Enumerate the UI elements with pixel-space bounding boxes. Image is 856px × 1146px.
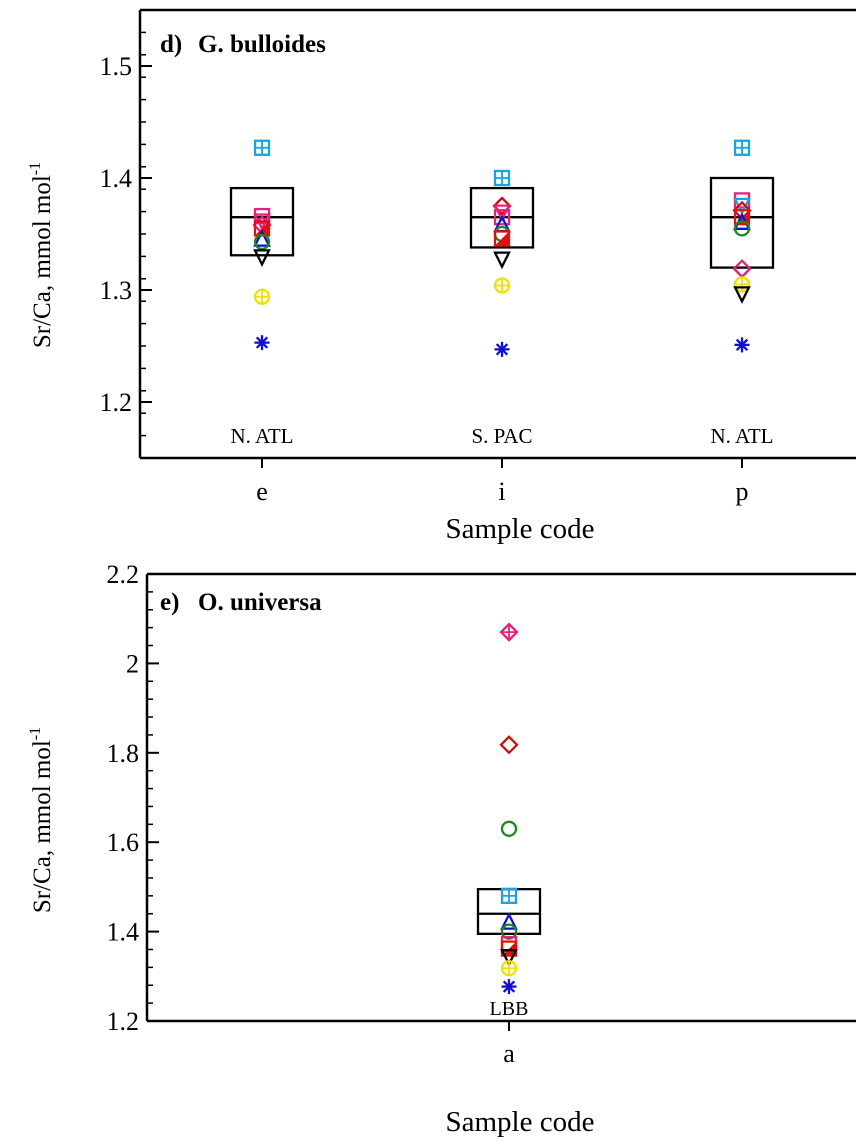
marker-squareplus — [253, 139, 271, 156]
y-tick-label: 1.8 — [107, 739, 140, 768]
marker-asterisk — [501, 979, 517, 995]
marker-diamond — [492, 196, 512, 216]
panel-label: d) — [160, 31, 182, 58]
marker-fill — [255, 221, 269, 236]
marker-triangle-down — [500, 949, 518, 967]
marker-shape — [733, 286, 751, 304]
y-tick-label: 1.4 — [107, 918, 140, 947]
marker-spoke — [735, 338, 749, 351]
summary-box — [709, 176, 775, 269]
marker-squareplus — [500, 887, 518, 904]
marker-circleplus — [493, 277, 511, 294]
marker-triangle-up — [253, 229, 271, 247]
y-axis-ticks: 1.2 1.3 1.4 1.5 — [100, 9, 152, 459]
y-axis-ticks: 1.2 1.4 1.6 1.8 2 2.2 — [107, 560, 159, 1036]
marker-shape — [500, 820, 518, 837]
marker-shape — [253, 233, 271, 250]
x-tick-label: p — [736, 477, 749, 506]
y-tick-label: 1.2 — [100, 388, 133, 417]
marker-diamond — [499, 735, 519, 755]
plot-frame — [145, 572, 856, 1023]
x-axis-ticks: a LBB — [490, 998, 529, 1068]
region-label: N. ATL — [231, 424, 294, 448]
region-label: LBB — [490, 998, 529, 1020]
y-tick-label: 1.6 — [107, 828, 140, 857]
y-tick-label: 1.3 — [100, 276, 133, 305]
marker-circleplus — [253, 288, 271, 305]
marker-shape — [493, 251, 511, 270]
summary-boxes — [229, 176, 775, 269]
marker-spoke — [502, 980, 516, 993]
chart-panel-e: 1.2 1.4 1.6 1.8 2 2.2 a LBB e) O. universa Sam… — [27, 560, 856, 1138]
marker-shape — [492, 196, 512, 216]
marker-shape — [493, 209, 511, 226]
data-points — [499, 622, 519, 995]
marker-shape — [493, 204, 511, 223]
marker-triangle-down — [493, 204, 511, 223]
marker-circleplus — [733, 276, 751, 293]
region-label: N. ATL — [711, 424, 774, 448]
marker-squareplus — [493, 169, 511, 187]
marker-diamondplus — [499, 622, 519, 642]
marker-square — [493, 209, 511, 226]
chart-title: O. universa — [198, 589, 322, 616]
marker-shape — [500, 923, 518, 940]
marker-triangle-down — [253, 249, 271, 267]
chart-title: G. bulloides — [198, 31, 326, 58]
x-tick-label: a — [503, 1039, 515, 1068]
y-tick-label: 2.2 — [107, 560, 140, 589]
marker-fill — [502, 941, 516, 956]
y-axis-label-text: Sr/Ca, mmol mol — [29, 175, 56, 348]
marker-squareplus — [733, 139, 751, 156]
y-axis-label: Sr/Ca, mmol mol-1 — [27, 162, 56, 348]
y-tick-label: 1.2 — [107, 1007, 140, 1036]
y-tick-label: 2 — [126, 649, 139, 678]
marker-triangle-up — [500, 912, 518, 930]
marker-triangle-down — [493, 251, 511, 270]
x-axis-ticks: e N. ATL i S. PAC p N. ATL — [231, 424, 774, 506]
marker-circle — [500, 923, 518, 940]
y-axis-label-sup: -1 — [27, 162, 44, 175]
marker-circle — [253, 233, 271, 250]
marker-shape — [253, 229, 271, 247]
x-axis-label: Sample code — [446, 513, 595, 545]
marker-shape — [733, 220, 751, 237]
marker-shape — [500, 949, 518, 967]
marker-circle — [733, 220, 751, 237]
region-label: S. PAC — [471, 424, 532, 448]
marker-asterisk — [254, 335, 270, 351]
marker-asterisk — [494, 341, 510, 357]
x-tick-label: i — [498, 477, 505, 506]
y-axis-label-sup: -1 — [27, 727, 44, 740]
y-tick-label: 1.4 — [100, 164, 133, 193]
plot-frame — [138, 8, 856, 460]
marker-halfsquare — [500, 940, 518, 957]
chart-panel-d: 1.2 1.3 1.4 1.5 e N. ATL i S. PAC p N. ATL d) G.… — [27, 8, 856, 545]
y-axis-label-text: Sr/Ca, mmol mol — [29, 740, 56, 913]
marker-spoke — [255, 336, 269, 349]
summary-box — [229, 186, 295, 257]
marker-circle — [500, 820, 518, 837]
marker-spoke — [495, 343, 509, 356]
panel-label: e) — [160, 589, 179, 616]
x-axis-label: Sample code — [446, 1106, 595, 1138]
marker-asterisk — [734, 337, 750, 353]
marker-shape — [499, 622, 519, 642]
marker-triangle-down — [733, 286, 751, 304]
marker-circleplus — [500, 960, 518, 977]
marker-fill — [495, 231, 509, 246]
y-axis-label: Sr/Ca, mmol mol-1 — [27, 727, 56, 913]
marker-halfsquare — [493, 230, 511, 247]
marker-shape — [499, 735, 519, 755]
x-tick-label: e — [256, 477, 268, 506]
marker-shape — [253, 249, 271, 267]
y-tick-label: 1.5 — [100, 52, 133, 81]
marker-shape — [500, 912, 518, 930]
data-points — [252, 139, 752, 357]
